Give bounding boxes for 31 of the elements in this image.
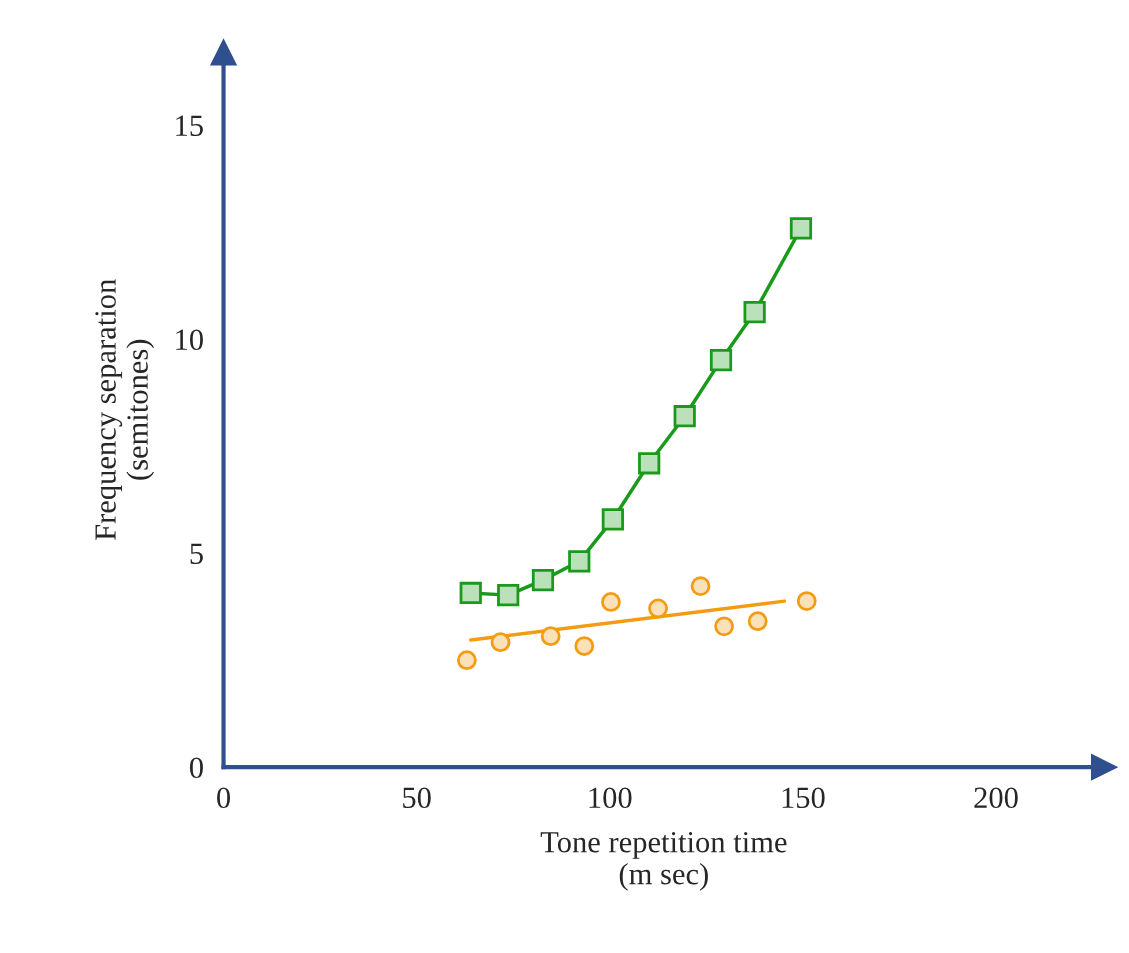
point (497, 584, 520, 607)
x-tick-label: 0 (217, 787, 231, 809)
point (459, 581, 482, 605)
point (540, 626, 561, 647)
point (531, 569, 555, 592)
y-tick-label: 10 (176, 329, 203, 351)
point (743, 301, 766, 324)
point (690, 576, 711, 597)
x-tick-label: 150 (782, 787, 825, 809)
point (714, 616, 734, 637)
y-tick-label: 5 (190, 543, 203, 565)
x-axis-title: Tone repetition time (m sec) (540, 831, 787, 891)
y-tick-label: 15 (176, 115, 203, 137)
point (568, 550, 591, 573)
x-tick-label: 100 (589, 787, 632, 809)
y-axis-title: Frequency separation (semitones) (95, 279, 155, 540)
point (648, 598, 668, 619)
point (574, 636, 595, 656)
point (747, 611, 768, 632)
point (638, 452, 661, 475)
point (673, 405, 696, 428)
point (456, 650, 477, 671)
point (709, 349, 733, 372)
point (789, 217, 813, 240)
y-tick-label: 0 (189, 757, 203, 779)
point (601, 592, 621, 612)
point (796, 591, 817, 611)
x-tick-label: 50 (403, 787, 431, 809)
point (490, 632, 511, 653)
x-tick-label: 200 (974, 787, 1018, 809)
point (601, 508, 624, 531)
